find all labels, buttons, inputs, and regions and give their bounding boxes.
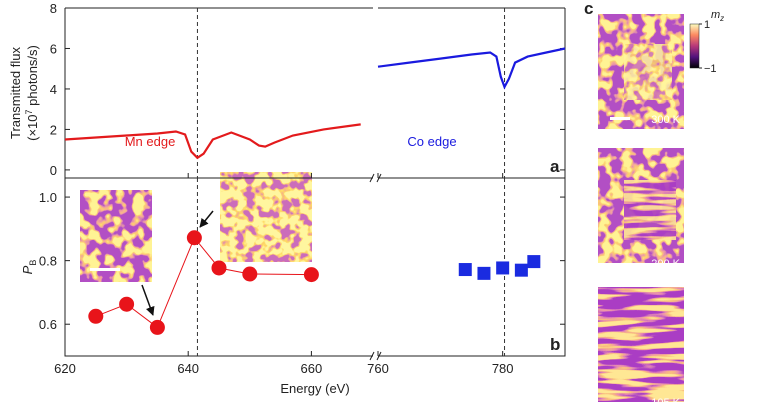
data-point	[303, 267, 319, 283]
colorbar-tick-label: 1	[704, 19, 710, 31]
y-tick-label: 4	[50, 82, 57, 97]
x-tick-label: 620	[54, 361, 76, 376]
y-tick-label: 2	[50, 122, 57, 137]
panel-label: b	[550, 335, 560, 354]
y-tick-label: 6	[50, 41, 57, 56]
data-point	[458, 263, 472, 277]
series-label: Co edge	[407, 134, 456, 149]
y-axis-unit: (×107 photons/s)	[24, 45, 40, 141]
unit-exponent: 7	[24, 109, 34, 114]
data-point	[514, 263, 528, 277]
y-tick-label: 0.8	[39, 254, 57, 269]
x-tick-label: 780	[492, 361, 514, 376]
y-tick-label: 0	[50, 163, 57, 178]
data-line	[64, 123, 361, 160]
arrow	[199, 210, 214, 228]
y-axis-label: Transmitted flux	[8, 47, 23, 139]
axis-frame	[64, 7, 566, 179]
y-tick-label: 1.0	[39, 190, 57, 205]
data-point	[477, 266, 491, 280]
axis-break	[369, 173, 382, 183]
arrow	[141, 284, 155, 316]
unit-text: (×10	[25, 114, 40, 140]
x-tick-label: 660	[301, 361, 323, 376]
y-tick-label: 0.6	[39, 317, 57, 332]
x-tick-label: 640	[177, 361, 199, 376]
y-tick-label: 8	[50, 1, 57, 16]
image-label: 200 K	[651, 258, 680, 270]
data-point	[496, 261, 510, 275]
colorbar-tick-label: −1	[704, 63, 717, 75]
inset-image	[80, 190, 152, 282]
colorbar	[689, 23, 700, 69]
label-sub: B	[28, 260, 38, 266]
data-point	[88, 308, 104, 324]
panel-c-images	[598, 14, 684, 402]
label-main: P	[20, 265, 35, 274]
data-line	[377, 47, 566, 90]
title-sub: z	[719, 14, 724, 23]
x-tick-label: 760	[367, 361, 389, 376]
image-label: 105 K	[651, 397, 680, 409]
image-region	[624, 44, 672, 100]
colorbar-title: mz	[711, 9, 724, 23]
title-main: m	[711, 9, 720, 21]
panel-label: a	[550, 157, 560, 176]
data-point	[149, 319, 165, 335]
series-label: Mn edge	[125, 134, 176, 149]
unit-text: photons/s)	[25, 45, 40, 109]
data-point	[186, 230, 202, 246]
scale-bar	[90, 268, 120, 271]
data-point	[527, 255, 541, 269]
panel-label: c	[584, 0, 593, 18]
image-label: 300 K	[651, 114, 680, 126]
image-region	[624, 180, 676, 240]
x-axis-label: Energy (eV)	[280, 381, 349, 396]
data-point	[211, 260, 227, 276]
inset-image	[220, 172, 312, 262]
data-point	[119, 296, 135, 312]
y-axis-label: PB	[20, 260, 38, 275]
data-point	[242, 266, 258, 282]
axis-break	[369, 351, 382, 361]
scale-bar	[610, 117, 630, 120]
image-region	[624, 318, 676, 376]
